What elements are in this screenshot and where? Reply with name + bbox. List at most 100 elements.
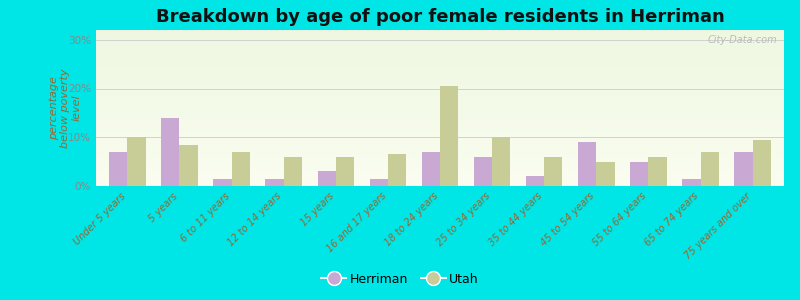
Bar <box>474 157 492 186</box>
Bar <box>96 164 784 166</box>
Bar <box>96 80 784 82</box>
Bar <box>96 134 784 136</box>
Bar <box>336 157 354 186</box>
Bar <box>96 38 784 39</box>
Bar <box>96 121 784 122</box>
Bar <box>214 179 231 186</box>
Bar <box>96 99 784 100</box>
Bar <box>96 150 784 152</box>
Bar <box>96 77 784 78</box>
Bar <box>96 63 784 64</box>
Bar <box>96 60 784 61</box>
Bar <box>96 97 784 99</box>
Bar <box>96 113 784 114</box>
Bar <box>96 95 784 97</box>
Bar <box>96 152 784 153</box>
Bar <box>388 154 406 186</box>
Bar <box>440 86 458 186</box>
Bar <box>96 39 784 41</box>
Bar <box>96 105 784 106</box>
Bar <box>96 102 784 103</box>
Bar <box>578 142 596 186</box>
Bar <box>96 70 784 72</box>
Bar <box>96 89 784 91</box>
Bar <box>96 110 784 111</box>
Bar <box>96 88 784 89</box>
Bar <box>96 47 784 49</box>
Bar <box>492 137 510 186</box>
Bar <box>96 166 784 167</box>
Bar <box>96 163 784 164</box>
Bar <box>96 61 784 63</box>
Bar <box>96 124 784 125</box>
Bar <box>96 161 784 163</box>
Bar <box>318 171 336 186</box>
Bar <box>96 106 784 108</box>
Bar <box>96 58 784 60</box>
Bar <box>96 56 784 58</box>
Bar <box>96 153 784 155</box>
Bar <box>96 33 784 35</box>
Bar <box>96 139 784 141</box>
Bar <box>96 72 784 74</box>
Bar <box>96 147 784 148</box>
Bar <box>96 170 784 172</box>
Bar <box>96 91 784 92</box>
Bar <box>266 179 284 186</box>
Bar <box>526 176 544 186</box>
Bar <box>96 100 784 102</box>
Bar <box>96 180 784 181</box>
Bar <box>96 92 784 94</box>
Bar <box>96 127 784 128</box>
Bar <box>96 158 784 160</box>
Bar <box>96 36 784 38</box>
Bar <box>96 35 784 36</box>
Bar <box>96 46 784 47</box>
Bar <box>96 131 784 133</box>
Bar <box>96 86 784 88</box>
Title: Breakdown by age of poor female residents in Herriman: Breakdown by age of poor female resident… <box>156 8 724 26</box>
Bar <box>96 111 784 113</box>
Bar <box>96 64 784 66</box>
Bar <box>96 55 784 56</box>
Bar <box>96 175 784 177</box>
Bar <box>544 157 562 186</box>
Bar <box>96 148 784 150</box>
Bar <box>96 155 784 156</box>
Bar <box>596 162 614 186</box>
Bar <box>96 30 784 31</box>
Bar <box>96 136 784 138</box>
Bar <box>96 85 784 86</box>
Bar <box>96 156 784 158</box>
Bar <box>284 157 302 186</box>
Bar <box>127 137 146 186</box>
Bar <box>701 152 719 186</box>
Bar <box>96 146 784 147</box>
Bar <box>96 138 784 139</box>
Bar <box>96 169 784 170</box>
Bar <box>96 160 784 161</box>
Bar <box>96 183 784 184</box>
Bar <box>96 119 784 121</box>
Bar <box>96 133 784 134</box>
Bar <box>734 152 753 186</box>
Bar <box>96 178 784 180</box>
Bar <box>96 181 784 183</box>
Bar <box>96 125 784 127</box>
Bar <box>96 66 784 68</box>
Bar <box>96 130 784 131</box>
Bar <box>96 103 784 105</box>
Bar <box>96 94 784 95</box>
Bar <box>96 114 784 116</box>
Bar <box>96 74 784 75</box>
Bar <box>96 50 784 52</box>
Bar <box>96 173 784 175</box>
Bar <box>96 41 784 43</box>
Bar <box>682 179 701 186</box>
Bar <box>96 32 784 33</box>
Legend: Herriman, Utah: Herriman, Utah <box>316 268 484 291</box>
Bar <box>96 116 784 117</box>
Bar <box>96 68 784 69</box>
Bar <box>649 157 666 186</box>
Bar <box>96 78 784 80</box>
